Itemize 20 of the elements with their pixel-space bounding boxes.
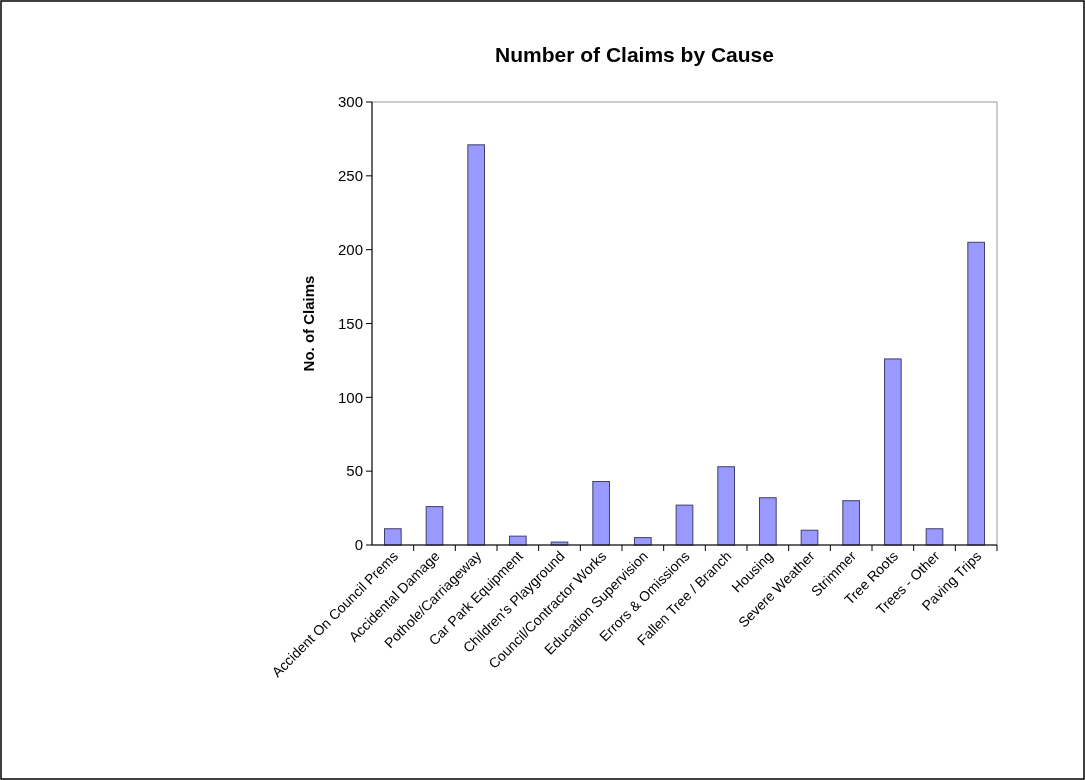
bar [425, 506, 444, 546]
y-axis-title: No. of Claims [300, 275, 317, 372]
bar [717, 466, 735, 546]
bar [467, 144, 485, 546]
bar [967, 241, 985, 546]
bar [675, 504, 694, 546]
chart-title: Number of Claims by Cause [495, 43, 774, 66]
y-tick-label: 100 [337, 388, 363, 406]
bar [759, 497, 777, 546]
y-tick-label: 50 [346, 462, 363, 480]
bar [884, 358, 902, 546]
bar [384, 528, 402, 546]
y-tick-label: 150 [337, 314, 363, 332]
bar [509, 535, 527, 546]
y-tick-label: 250 [337, 167, 363, 185]
y-tick-label: 300 [337, 93, 363, 111]
y-tick-label: 200 [337, 240, 363, 258]
y-tick-label: 0 [354, 536, 363, 554]
bar [842, 500, 860, 546]
bar [592, 481, 610, 546]
